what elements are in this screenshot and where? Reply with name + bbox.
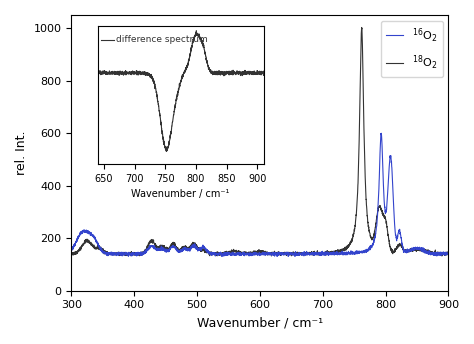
$^{16}$O$_2$ bbox=[285, 254, 291, 258]
$^{18}$O$_2$ bbox=[229, 249, 235, 254]
X-axis label: Wavenumber / cm⁻¹: Wavenumber / cm⁻¹ bbox=[197, 316, 323, 329]
$^{16}$O$_2$ bbox=[438, 252, 444, 256]
$^{16}$O$_2$ bbox=[111, 253, 117, 257]
Legend: $^{16}$O$_2$, $^{18}$O$_2$: $^{16}$O$_2$, $^{18}$O$_2$ bbox=[381, 21, 443, 77]
$^{18}$O$_2$ bbox=[438, 252, 444, 256]
$^{16}$O$_2$ bbox=[213, 252, 219, 256]
$^{16}$O$_2$ bbox=[68, 249, 74, 254]
$^{18}$O$_2$ bbox=[134, 253, 139, 257]
$^{18}$O$_2$ bbox=[111, 252, 117, 256]
$^{16}$O$_2$ bbox=[378, 131, 384, 135]
$^{18}$O$_2$ bbox=[398, 243, 403, 247]
$^{16}$O$_2$ bbox=[229, 250, 235, 254]
$^{18}$O$_2$ bbox=[68, 251, 74, 256]
$^{16}$O$_2$ bbox=[446, 252, 451, 257]
Line: $^{18}$O$_2$: $^{18}$O$_2$ bbox=[71, 28, 448, 256]
$^{18}$O$_2$ bbox=[213, 252, 219, 257]
Y-axis label: rel. Int.: rel. Int. bbox=[15, 131, 28, 175]
$^{18}$O$_2$ bbox=[446, 252, 451, 256]
$^{18}$O$_2$ bbox=[359, 25, 365, 30]
$^{16}$O$_2$ bbox=[134, 251, 139, 256]
$^{16}$O$_2$ bbox=[398, 233, 403, 237]
$^{18}$O$_2$ bbox=[439, 254, 445, 258]
Line: $^{16}$O$_2$: $^{16}$O$_2$ bbox=[71, 133, 448, 256]
